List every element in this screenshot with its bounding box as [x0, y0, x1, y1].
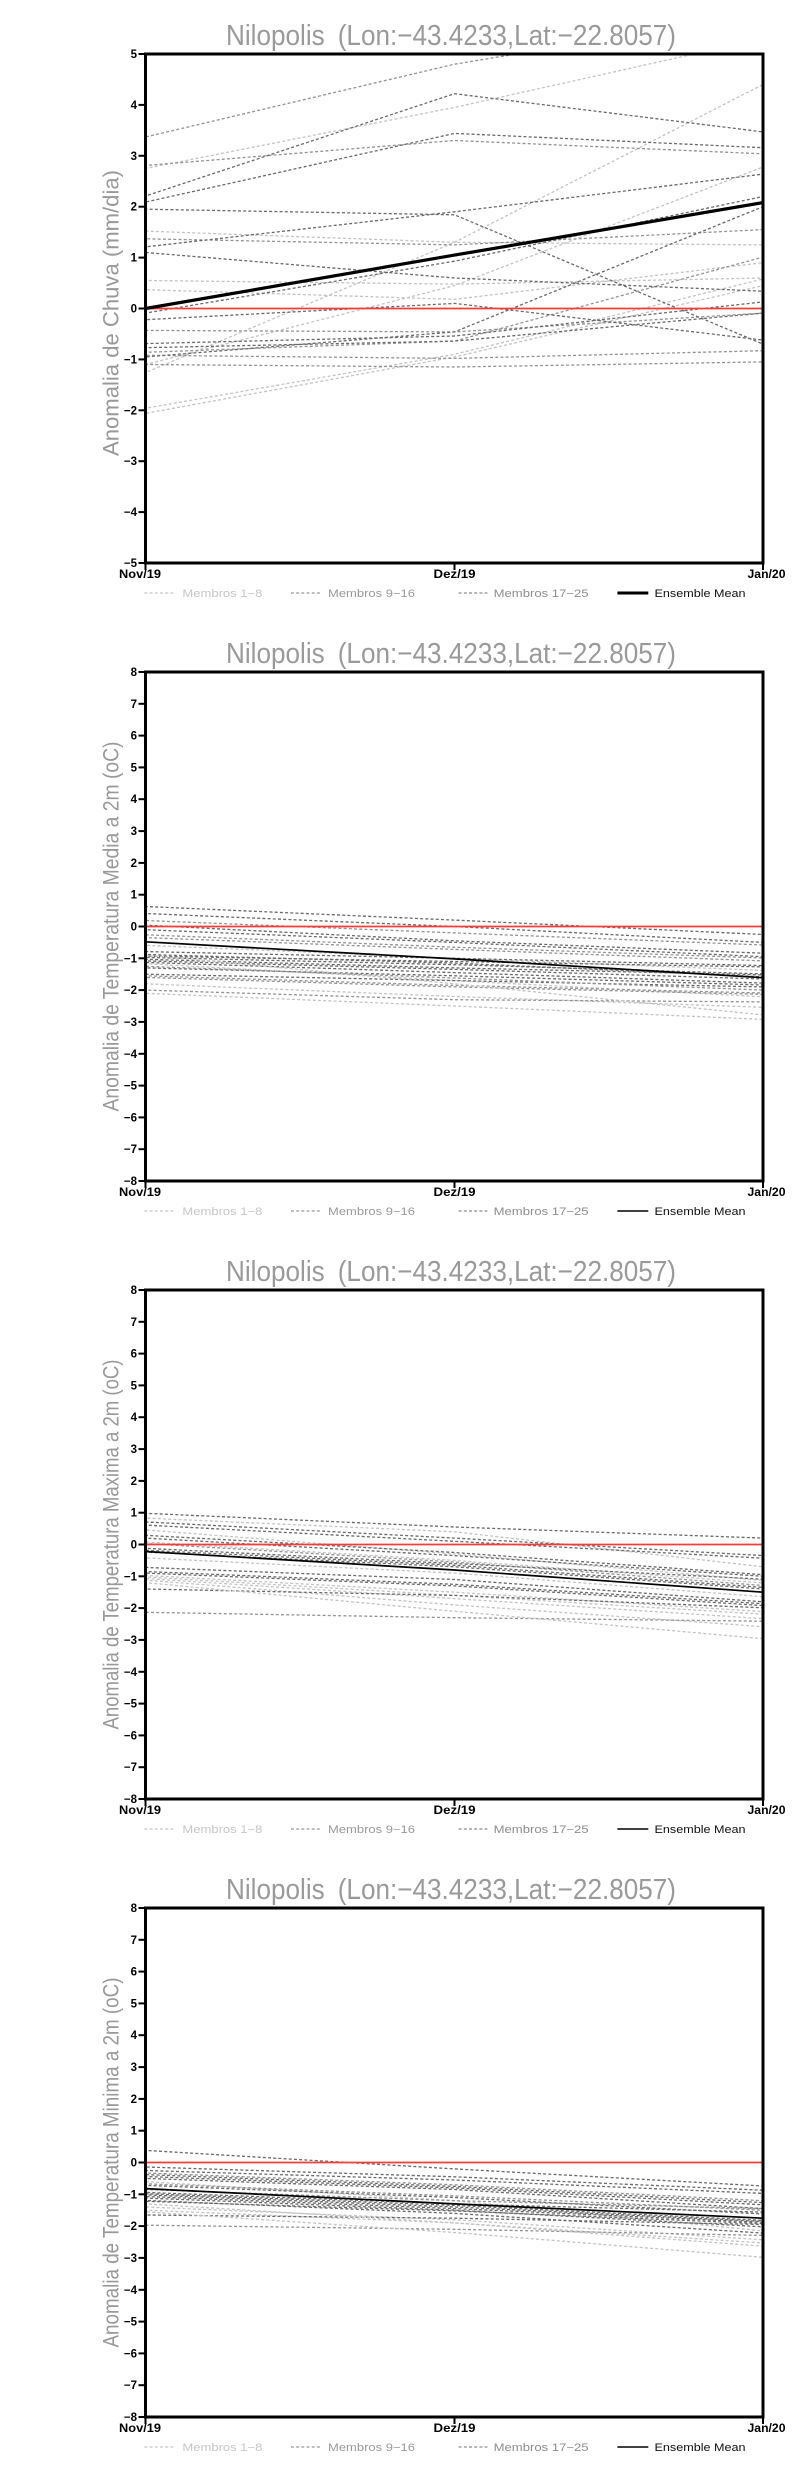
svg-text:Nilopolis (Lon:−43.4233,Lat:−2: Nilopolis (Lon:−43.4233,Lat:−22.8057) — [226, 20, 676, 52]
svg-text:5: 5 — [131, 762, 138, 774]
svg-text:3: 3 — [131, 1444, 137, 1456]
svg-text:Ensemble Mean: Ensemble Mean — [655, 1206, 746, 1218]
svg-text:4: 4 — [131, 1412, 138, 1424]
svg-text:−8: −8 — [124, 1794, 138, 1806]
svg-text:−1: −1 — [124, 2189, 138, 2201]
svg-text:5: 5 — [131, 1998, 138, 2010]
svg-text:−1: −1 — [124, 953, 138, 965]
svg-text:−5: −5 — [124, 2317, 138, 2329]
svg-text:Membros 1−8: Membros 1−8 — [182, 2442, 262, 2454]
svg-text:Membros 9−16: Membros 9−16 — [328, 2442, 415, 2454]
svg-text:Anomalia de Temperatura Maxima: Anomalia de Temperatura Maxima a 2m (oC) — [99, 1360, 124, 1730]
svg-text:5: 5 — [131, 1380, 138, 1392]
svg-text:Nilopolis (Lon:−43.4233,Lat:−2: Nilopolis (Lon:−43.4233,Lat:−22.8057) — [226, 1874, 676, 1906]
svg-text:4: 4 — [131, 794, 138, 806]
svg-text:Anomalia de Chuva (mm/dia): Anomalia de Chuva (mm/dia) — [99, 170, 124, 456]
svg-text:1: 1 — [131, 1508, 138, 1520]
svg-text:Jan/20: Jan/20 — [748, 569, 786, 581]
svg-text:−4: −4 — [124, 507, 138, 519]
svg-text:0: 0 — [131, 922, 137, 934]
svg-text:Dez/19: Dez/19 — [434, 569, 476, 581]
svg-text:Nilopolis (Lon:−43.4233,Lat:−2: Nilopolis (Lon:−43.4233,Lat:−22.8057) — [226, 1256, 676, 1288]
svg-text:−3: −3 — [124, 1635, 137, 1647]
svg-text:−5: −5 — [124, 1081, 138, 1093]
svg-text:−5: −5 — [124, 1699, 138, 1711]
svg-text:5: 5 — [131, 49, 138, 61]
svg-text:Dez/19: Dez/19 — [434, 1187, 476, 1199]
svg-text:8: 8 — [131, 1903, 138, 1915]
svg-text:−6: −6 — [124, 1112, 137, 1124]
svg-text:−3: −3 — [124, 1017, 137, 1029]
svg-text:Membros 17−25: Membros 17−25 — [494, 1206, 589, 1218]
svg-text:−1: −1 — [124, 1571, 138, 1583]
svg-text:2: 2 — [131, 2094, 137, 2106]
svg-text:−1: −1 — [124, 354, 138, 366]
svg-text:Nilopolis (Lon:−43.4233,Lat:−2: Nilopolis (Lon:−43.4233,Lat:−22.8057) — [226, 638, 676, 670]
svg-text:−7: −7 — [124, 1144, 137, 1156]
svg-text:Membros 17−25: Membros 17−25 — [494, 588, 589, 600]
svg-text:3: 3 — [131, 826, 137, 838]
svg-text:Jan/20: Jan/20 — [748, 1187, 786, 1199]
svg-text:Ensemble Mean: Ensemble Mean — [655, 2442, 746, 2454]
svg-text:−4: −4 — [124, 2285, 138, 2297]
svg-text:−6: −6 — [124, 1730, 137, 1742]
svg-text:−2: −2 — [124, 405, 137, 417]
svg-text:Membros 17−25: Membros 17−25 — [494, 1824, 589, 1836]
svg-text:Nov/19: Nov/19 — [119, 569, 161, 581]
svg-text:Dez/19: Dez/19 — [434, 1805, 476, 1817]
svg-text:Membros 9−16: Membros 9−16 — [328, 1206, 415, 1218]
svg-text:−8: −8 — [124, 2412, 138, 2424]
svg-text:−3: −3 — [124, 456, 137, 468]
svg-text:Jan/20: Jan/20 — [748, 2423, 786, 2435]
svg-text:−5: −5 — [124, 558, 138, 570]
svg-text:8: 8 — [131, 1285, 138, 1297]
svg-text:Nov/19: Nov/19 — [119, 2423, 161, 2435]
svg-text:Nov/19: Nov/19 — [119, 1187, 161, 1199]
svg-text:−6: −6 — [124, 2348, 137, 2360]
svg-text:Nov/19: Nov/19 — [119, 1805, 161, 1817]
svg-text:Membros 9−16: Membros 9−16 — [328, 1824, 415, 1836]
svg-text:2: 2 — [131, 202, 137, 214]
svg-text:6: 6 — [131, 1349, 137, 1361]
svg-text:Membros 1−8: Membros 1−8 — [182, 588, 262, 600]
svg-text:6: 6 — [131, 731, 137, 743]
svg-text:Anomalia de Temperatura Minima: Anomalia de Temperatura Minima a 2m (oC) — [99, 1978, 124, 2348]
svg-text:Ensemble Mean: Ensemble Mean — [655, 1824, 746, 1836]
svg-text:0: 0 — [131, 2158, 137, 2170]
svg-text:−2: −2 — [124, 1603, 137, 1615]
svg-text:−2: −2 — [124, 2221, 137, 2233]
svg-text:−2: −2 — [124, 985, 137, 997]
svg-text:1: 1 — [131, 890, 138, 902]
svg-text:0: 0 — [131, 304, 137, 316]
svg-text:3: 3 — [131, 2062, 137, 2074]
svg-text:−7: −7 — [124, 1762, 137, 1774]
svg-text:−4: −4 — [124, 1667, 138, 1679]
svg-text:0: 0 — [131, 1540, 137, 1552]
svg-text:6: 6 — [131, 1967, 137, 1979]
svg-text:Membros 1−8: Membros 1−8 — [182, 1206, 262, 1218]
svg-text:4: 4 — [131, 100, 138, 112]
svg-text:7: 7 — [131, 699, 137, 711]
svg-text:2: 2 — [131, 1476, 137, 1488]
svg-text:Jan/20: Jan/20 — [748, 1805, 786, 1817]
svg-text:Ensemble Mean: Ensemble Mean — [655, 588, 746, 600]
svg-text:7: 7 — [131, 1317, 137, 1329]
svg-text:−8: −8 — [124, 1176, 138, 1188]
svg-text:1: 1 — [131, 2126, 138, 2138]
svg-text:Dez/19: Dez/19 — [434, 2423, 476, 2435]
svg-text:2: 2 — [131, 858, 137, 870]
svg-text:Membros 1−8: Membros 1−8 — [182, 1824, 262, 1836]
svg-text:−7: −7 — [124, 2380, 137, 2392]
svg-text:3: 3 — [131, 151, 137, 163]
svg-text:4: 4 — [131, 2030, 138, 2042]
svg-text:Membros 9−16: Membros 9−16 — [328, 588, 415, 600]
svg-text:1: 1 — [131, 253, 138, 265]
svg-text:−4: −4 — [124, 1049, 138, 1061]
svg-text:Anomalia de Temperatura Media: Anomalia de Temperatura Media a 2m (oC) — [99, 742, 124, 1112]
svg-text:8: 8 — [131, 667, 138, 679]
svg-text:Membros 17−25: Membros 17−25 — [494, 2442, 589, 2454]
svg-text:−3: −3 — [124, 2253, 137, 2265]
svg-text:7: 7 — [131, 1935, 137, 1947]
